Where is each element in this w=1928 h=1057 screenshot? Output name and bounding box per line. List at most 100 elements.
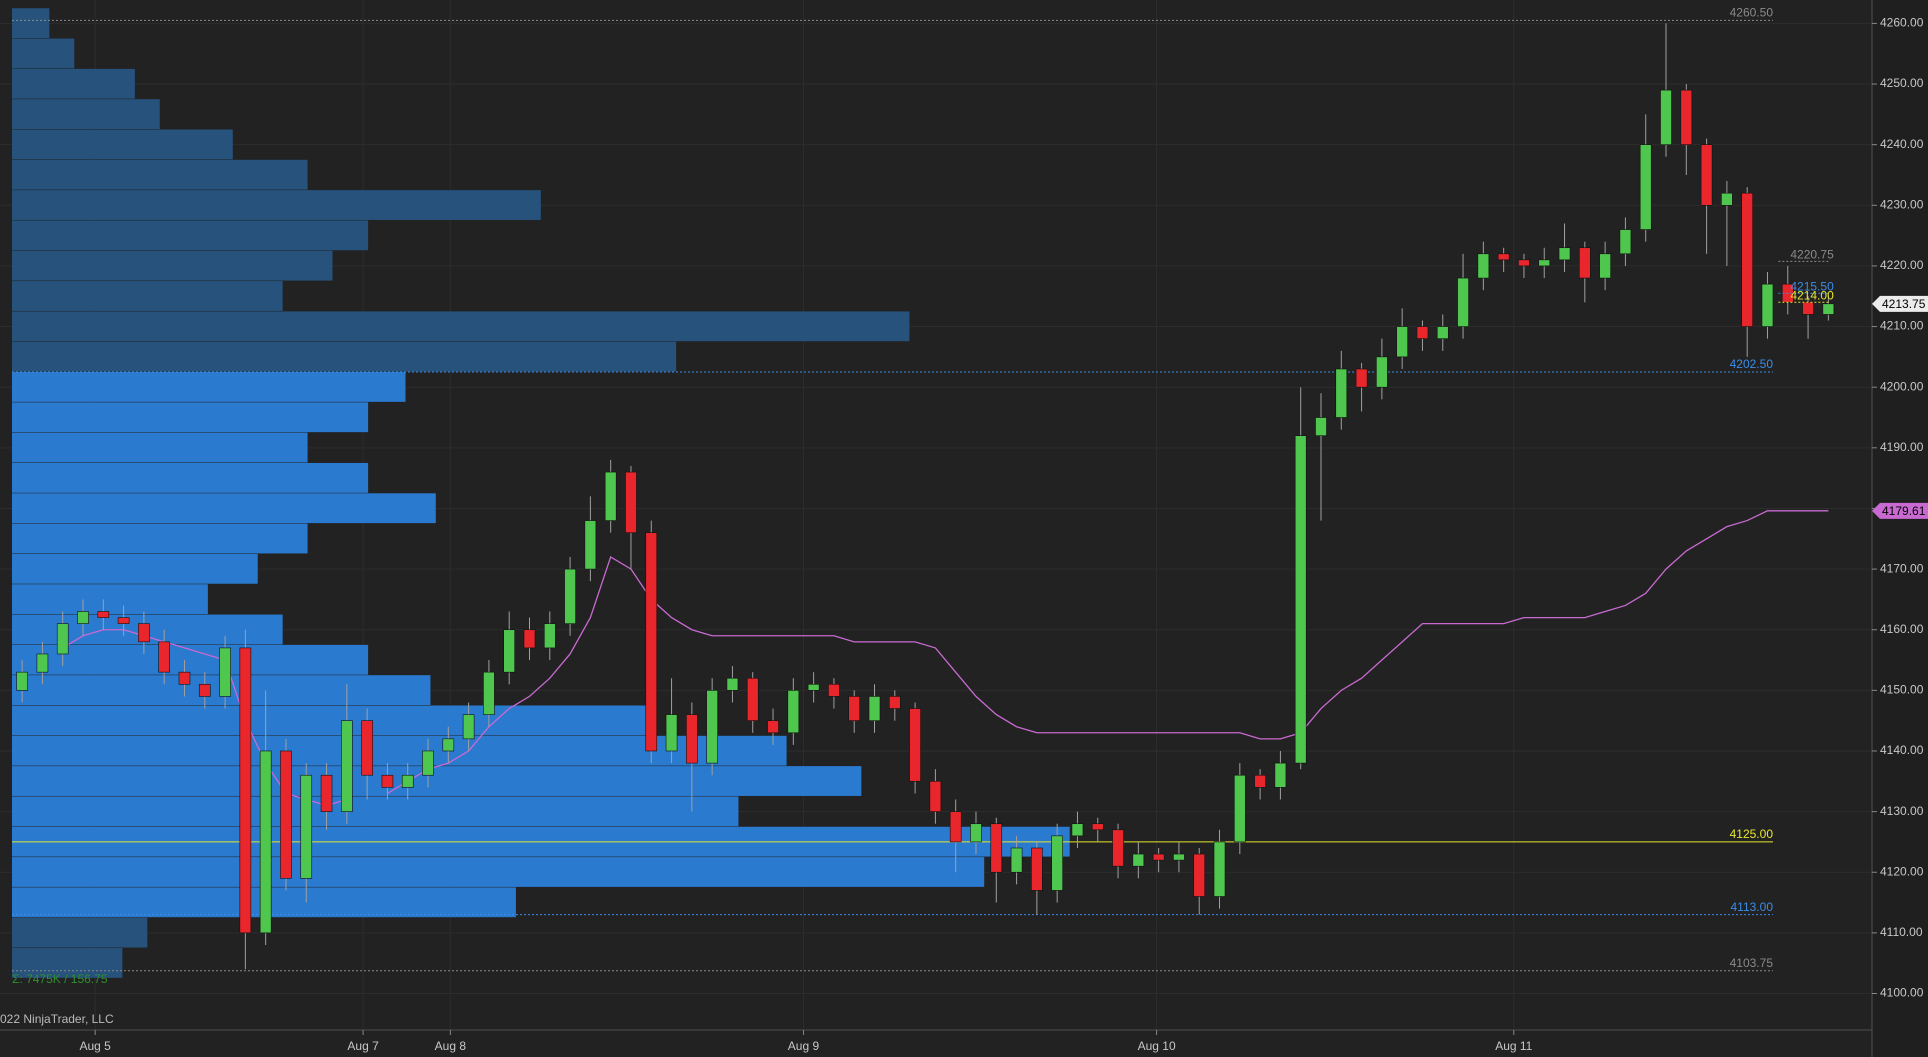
candle-body: [584, 520, 597, 570]
profile-bar: [12, 68, 135, 99]
candle-body: [1112, 829, 1124, 867]
candle-body: [1416, 326, 1429, 339]
candle-body: [665, 714, 678, 752]
profile-bar: [12, 493, 436, 524]
y-tick-label: 4120.00: [1880, 864, 1924, 878]
profile-bar: [12, 220, 369, 251]
candle-body: [1315, 417, 1327, 436]
x-tick-label: Aug 11: [1495, 1039, 1532, 1053]
candle-body: [807, 683, 820, 691]
candle-body: [1822, 303, 1835, 315]
candle-body: [259, 750, 272, 934]
candle-body: [1294, 435, 1307, 764]
candle-body: [401, 774, 414, 788]
candle-body: [706, 690, 718, 764]
candle-body: [1335, 368, 1348, 418]
candle-body: [686, 714, 698, 764]
y-tick-label: 4240.00: [1880, 137, 1924, 151]
profile-bar: [12, 190, 541, 220]
profile-bar: [12, 735, 787, 766]
last-price-label: 4213.75: [1882, 297, 1926, 311]
candle-body: [523, 629, 536, 649]
x-tick-label: Aug 7: [347, 1039, 379, 1053]
copyright: 022 NinjaTrader, LLC: [0, 1012, 114, 1026]
vwap-line: [62, 629, 348, 807]
candle-body: [280, 750, 292, 879]
vwap-label: 4179.61: [1882, 504, 1926, 518]
candle-body: [198, 683, 211, 697]
level-label: 4202.50: [1730, 357, 1774, 371]
candle-body: [625, 471, 637, 534]
profile-bar: [12, 796, 739, 827]
y-tick-label: 4190.00: [1880, 440, 1924, 454]
y-tick-label: 4230.00: [1880, 197, 1924, 211]
candle-body: [503, 629, 515, 673]
candle-body: [1721, 192, 1733, 206]
y-tick-label: 4250.00: [1880, 76, 1924, 90]
level-label: 4113.00: [1731, 900, 1774, 914]
candle-body: [543, 623, 556, 649]
level-label: 4103.75: [1730, 956, 1774, 970]
x-tick-label: Aug 8: [435, 1039, 467, 1053]
candle-body: [604, 471, 617, 521]
candle-body: [1213, 841, 1226, 897]
candle-body: [1254, 774, 1266, 788]
candle-body: [1680, 89, 1693, 145]
candle-body: [1457, 277, 1469, 327]
candle-body: [1518, 259, 1530, 267]
candle-body: [16, 671, 28, 691]
y-tick-label: 4140.00: [1880, 743, 1924, 757]
profile-summary: Σ: 7475K / 156.75: [12, 972, 108, 986]
profile-bar: [12, 38, 75, 69]
candle-body: [767, 720, 779, 734]
vwap-tag: [1872, 502, 1928, 519]
profile-bar: [12, 159, 308, 190]
candle-body: [746, 677, 759, 721]
x-tick-label: Aug 5: [80, 1039, 112, 1053]
candle-body: [1436, 326, 1449, 339]
candle-body: [341, 720, 353, 812]
y-tick-label: 4160.00: [1880, 622, 1924, 636]
candle-body: [320, 774, 333, 812]
candle-body: [1376, 356, 1388, 388]
profile-bar: [12, 8, 50, 39]
profile-bar: [12, 250, 333, 281]
price-axis: [1872, 0, 1928, 1057]
candle-body: [1193, 853, 1206, 897]
candle-body: [787, 690, 800, 734]
candle-body: [56, 623, 69, 655]
candle-body: [1132, 853, 1145, 867]
y-tick-label: 4100.00: [1880, 986, 1924, 1000]
y-tick-label: 4260.00: [1880, 16, 1924, 30]
candle-body: [1152, 853, 1165, 861]
candle-body: [1010, 847, 1023, 873]
candle-body: [361, 720, 373, 776]
candle-body: [909, 708, 921, 782]
y-tick-label: 4150.00: [1880, 683, 1924, 697]
profile-bar: [12, 129, 233, 160]
candle-body: [1497, 253, 1510, 261]
candle-body: [1761, 283, 1774, 327]
y-tick-label: 4130.00: [1880, 804, 1924, 818]
profile-bar: [12, 432, 308, 463]
candle-body: [178, 671, 191, 685]
candle-body: [949, 811, 962, 843]
profile-bar: [12, 705, 652, 736]
profile-bar: [12, 584, 208, 615]
candle-body: [1741, 192, 1753, 327]
candle-body: [929, 780, 942, 812]
profile-bar: [12, 917, 148, 948]
session-level-label: 4220.75: [1790, 248, 1834, 262]
profile-bar: [12, 766, 862, 796]
candle-body: [1639, 144, 1652, 230]
candle-body: [1477, 253, 1490, 279]
profile-bar: [12, 341, 677, 372]
candle-body: [1538, 259, 1551, 267]
y-tick-label: 4220.00: [1880, 258, 1924, 272]
candle-body: [117, 617, 130, 624]
candle-body: [239, 647, 252, 934]
profile-bar: [12, 553, 258, 584]
profile-bar: [12, 948, 123, 978]
